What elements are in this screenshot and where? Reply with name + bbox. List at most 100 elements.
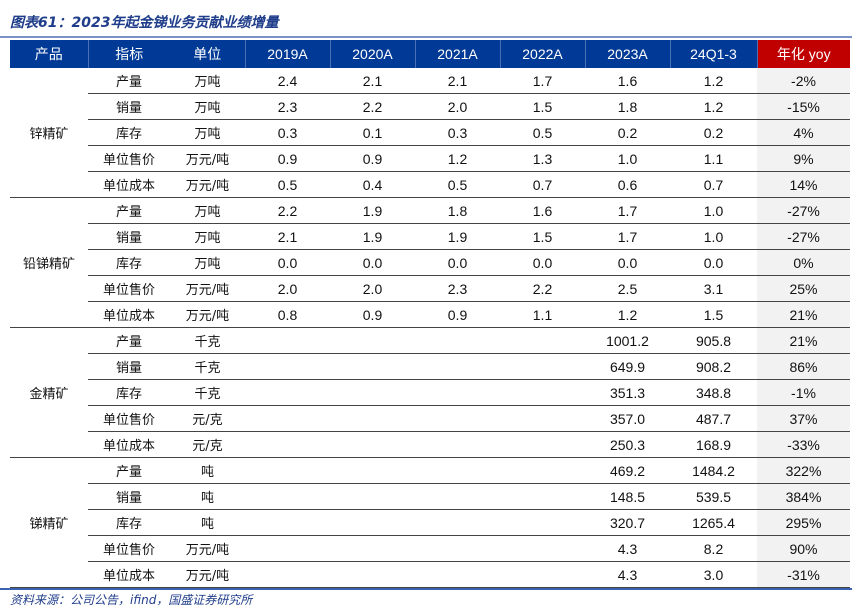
value-cell: 1484.2 (670, 457, 757, 484)
value-cell: 0.5 (500, 119, 585, 146)
value-cell (245, 483, 330, 510)
value-cell: 1.7 (585, 197, 670, 224)
product-cell: 金精矿 (10, 327, 88, 458)
unit-cell: 万吨 (170, 197, 245, 224)
value-cell (330, 457, 415, 484)
value-cell: 1.2 (670, 68, 757, 94)
value-cell: 0.0 (585, 249, 670, 276)
yoy-cell: 295% (757, 509, 850, 536)
value-cell (245, 327, 330, 354)
value-cell (415, 431, 500, 458)
value-cell: 0.3 (245, 119, 330, 146)
value-cell: 1.8 (585, 93, 670, 120)
value-cell: 0.2 (670, 119, 757, 146)
value-cell: 0.9 (330, 301, 415, 328)
value-cell (415, 509, 500, 536)
table-row: 单位售价 万元/吨 0.9 0.9 1.2 1.3 1.0 1.1 9% (10, 145, 850, 172)
value-cell: 908.2 (670, 353, 757, 380)
product-cell: 锑精矿 (10, 457, 88, 588)
value-cell (245, 353, 330, 380)
yoy-cell: 14% (757, 171, 850, 198)
value-cell (415, 483, 500, 510)
source-note: 资料来源：公司公告，ifind，国盛证券研究所 (10, 593, 253, 607)
value-cell (415, 457, 500, 484)
yoy-cell: 37% (757, 405, 850, 432)
value-cell (500, 509, 585, 536)
value-cell: 469.2 (585, 457, 670, 484)
value-cell: 8.2 (670, 535, 757, 562)
value-cell: 1.6 (585, 68, 670, 94)
table-row: 销量 万吨 2.1 1.9 1.9 1.5 1.7 1.0 -27% (10, 223, 850, 250)
metric-cell: 单位成本 (88, 171, 170, 198)
table-row: 锌精矿 产量 万吨 2.4 2.1 2.1 1.7 1.6 1.2 -2% (10, 68, 850, 198)
table-row: 销量 万吨 2.3 2.2 2.0 1.5 1.8 1.2 -15% (10, 93, 850, 120)
value-cell: 1.8 (415, 197, 500, 224)
unit-cell: 万元/吨 (170, 275, 245, 302)
value-cell: 2.2 (330, 93, 415, 120)
value-cell: 1.2 (670, 93, 757, 120)
value-cell: 0.6 (585, 171, 670, 198)
value-cell: 0.0 (330, 249, 415, 276)
value-cell (500, 457, 585, 484)
unit-cell: 吨 (170, 457, 245, 484)
value-cell: 1.7 (500, 68, 585, 94)
value-cell: 0.3 (415, 119, 500, 146)
value-cell: 2.0 (330, 275, 415, 302)
data-table: 产品 指标 单位 2019A 2020A 2021A 2022A 2023A 24Q1-3 年化 … (10, 40, 850, 588)
metric-cell: 销量 (88, 353, 170, 380)
table-row: 铅锑精矿 产量 万吨 2.2 1.9 1.8 1.6 1.7 1.0 -27% (10, 197, 850, 328)
value-cell: 2.5 (585, 275, 670, 302)
value-cell: 1.2 (585, 301, 670, 328)
value-cell: 168.9 (670, 431, 757, 458)
value-cell (500, 353, 585, 380)
table-row: 单位成本 元/克 250.3 168.9 -33% (10, 431, 850, 458)
value-cell: 1.2 (415, 145, 500, 172)
table-row: 单位成本 万元/吨 0.5 0.4 0.5 0.7 0.6 0.7 14% (10, 171, 850, 198)
yoy-cell: 384% (757, 483, 850, 510)
unit-cell: 万元/吨 (170, 145, 245, 172)
figure-title: 图表61：2023年起金锑业务贡献业绩增量 (10, 15, 279, 31)
value-cell: 3.1 (670, 275, 757, 302)
yoy-cell: 21% (757, 327, 850, 354)
yoy-cell: 86% (757, 353, 850, 380)
metric-cell: 产量 (88, 68, 170, 94)
value-cell (245, 379, 330, 406)
yoy-cell: 21% (757, 301, 850, 328)
unit-cell: 万元/吨 (170, 171, 245, 198)
value-cell (500, 379, 585, 406)
value-cell (415, 535, 500, 562)
unit-cell: 万元/吨 (170, 301, 245, 328)
value-cell (330, 431, 415, 458)
metric-cell: 库存 (88, 119, 170, 146)
header-row: 产品 指标 单位 2019A 2020A 2021A 2022A 2023A 24Q1-3 年化 … (10, 40, 850, 68)
value-cell (415, 353, 500, 380)
divider (0, 36, 852, 38)
value-cell: 487.7 (670, 405, 757, 432)
unit-cell: 千克 (170, 379, 245, 406)
value-cell: 1.0 (670, 197, 757, 224)
value-cell (500, 561, 585, 588)
metric-cell: 单位成本 (88, 431, 170, 458)
yoy-cell: -1% (757, 379, 850, 406)
value-cell: 2.1 (245, 223, 330, 250)
table-row: 金精矿 产量 千克 1001.2 905.8 21% (10, 327, 850, 458)
value-cell: 351.3 (585, 379, 670, 406)
value-cell: 1.5 (500, 223, 585, 250)
value-cell (415, 561, 500, 588)
column-header: 指标 (87, 40, 170, 68)
yoy-cell: -31% (757, 561, 850, 588)
value-cell: 0.5 (415, 171, 500, 198)
column-header: 2019A (244, 40, 330, 68)
table-row: 销量吨 148.5 539.5 384% (10, 483, 850, 510)
yoy-cell: 25% (757, 275, 850, 302)
yoy-cell: -27% (757, 223, 850, 250)
value-cell (415, 327, 500, 354)
value-cell (245, 405, 330, 432)
unit-cell: 吨 (170, 509, 245, 536)
value-cell: 0.0 (415, 249, 500, 276)
value-cell: 2.3 (245, 93, 330, 120)
table-row: 库存 万吨 0.3 0.1 0.3 0.5 0.2 0.2 4% (10, 119, 850, 146)
value-cell: 539.5 (670, 483, 757, 510)
metric-cell: 产量 (88, 197, 170, 224)
value-cell: 0.1 (330, 119, 415, 146)
